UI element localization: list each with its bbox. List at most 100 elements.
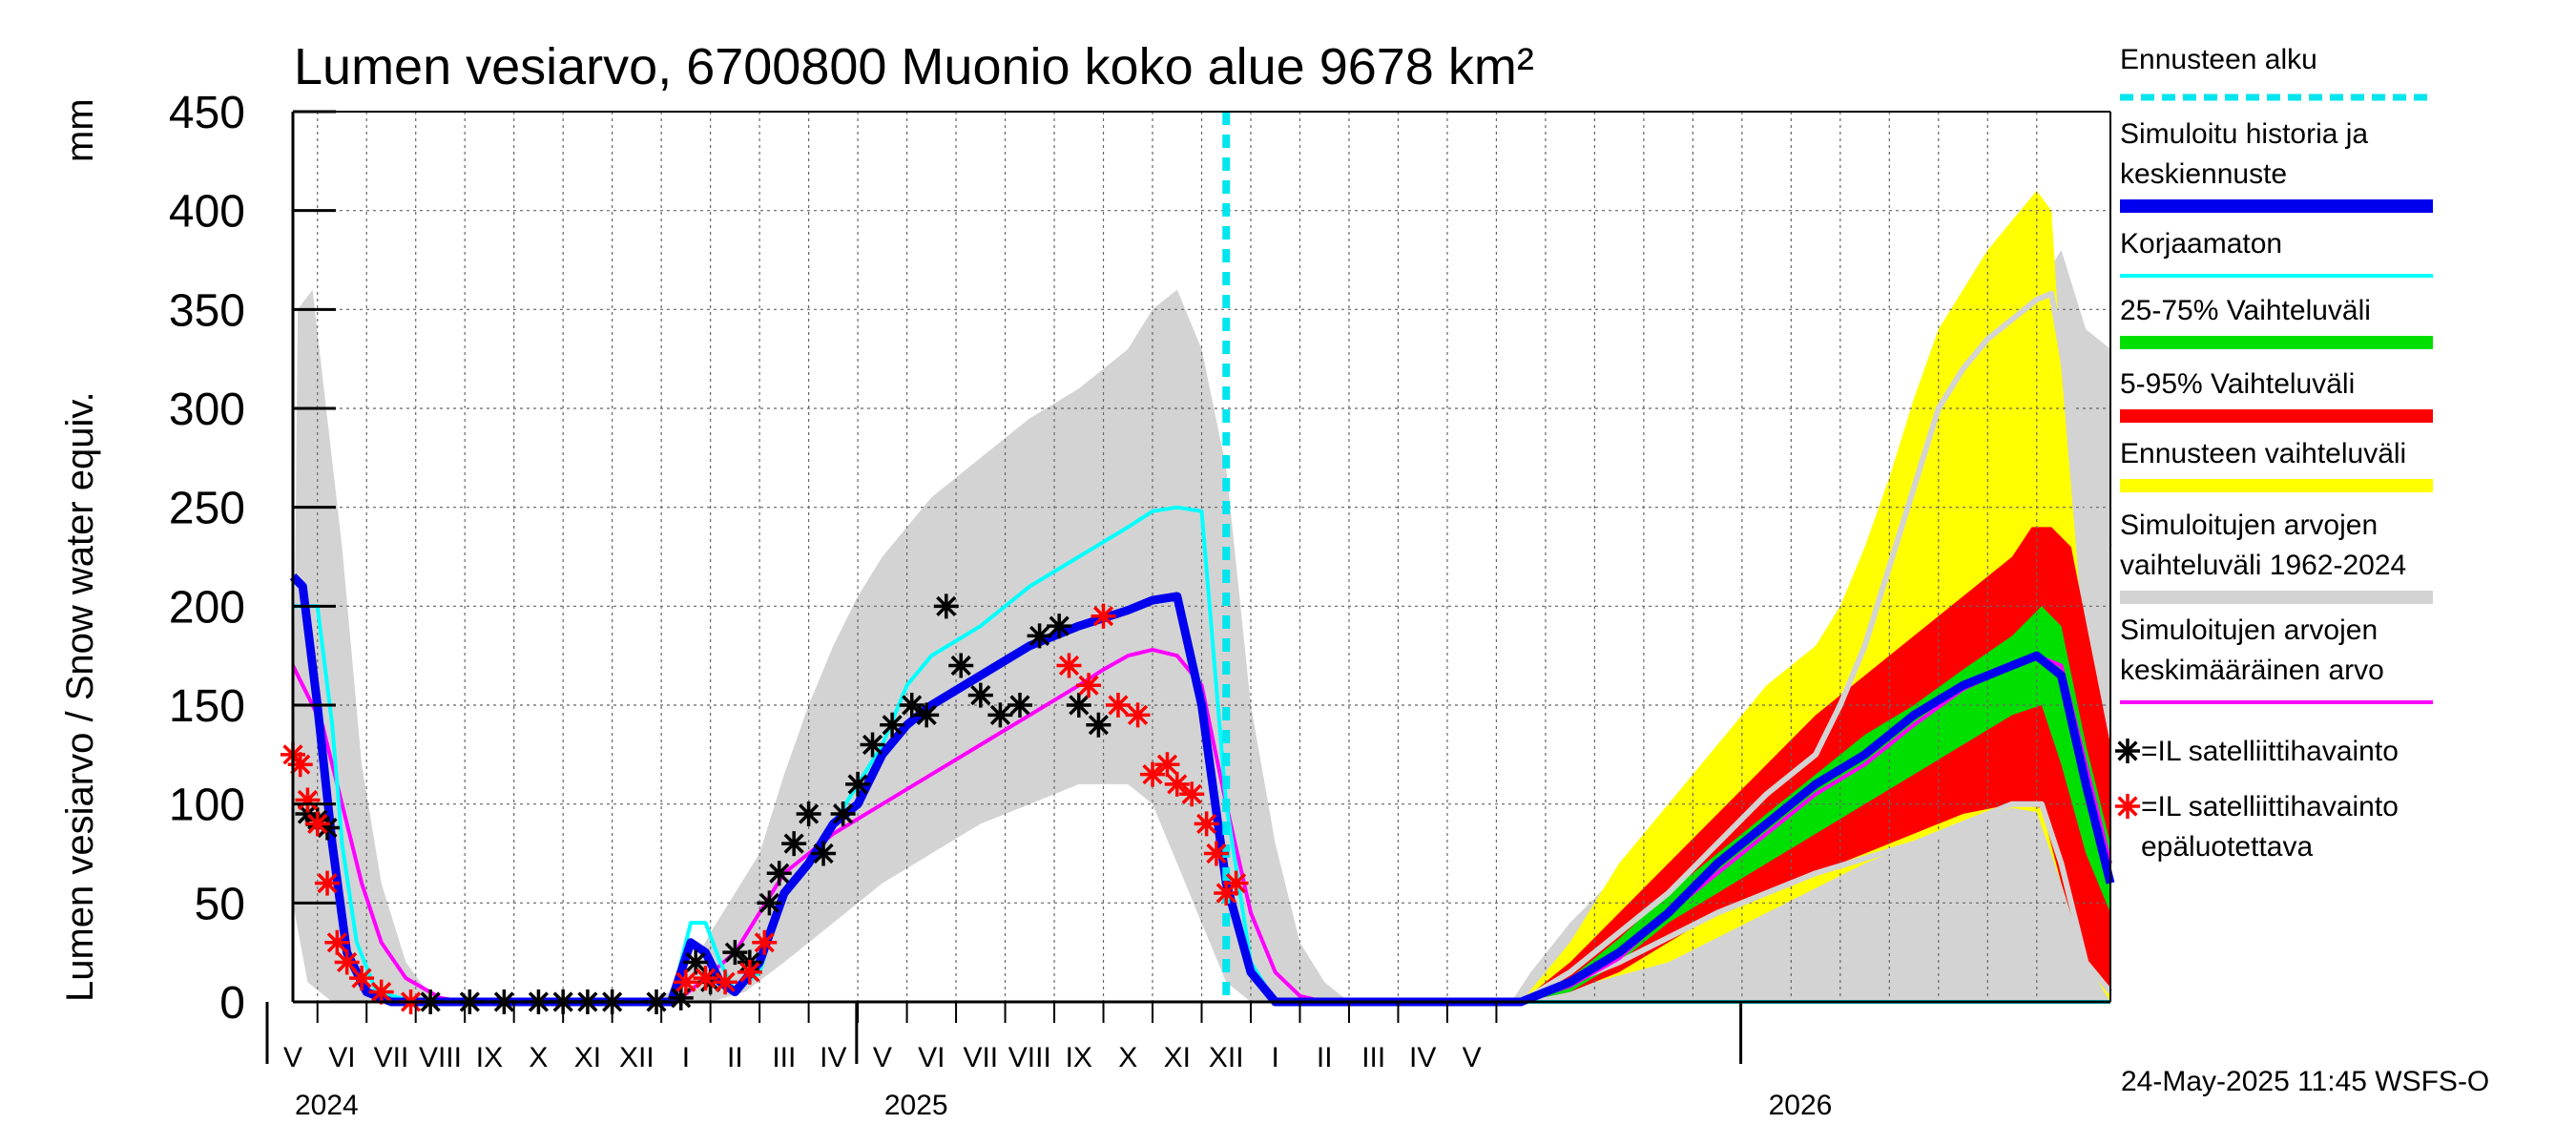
- sat-marker: [1008, 693, 1032, 718]
- month-label: XII: [619, 1042, 654, 1073]
- month-label: XI: [1164, 1042, 1191, 1073]
- sat-marker: [781, 831, 807, 857]
- sat-unreliable-marker: [713, 969, 738, 995]
- sat-unreliable-marker: [334, 949, 360, 975]
- month-label: VII: [963, 1042, 998, 1073]
- legend-label: Simuloitu historia ja: [2120, 118, 2368, 150]
- month-label: IX: [476, 1042, 503, 1073]
- sat-unreliable-marker: [1140, 761, 1166, 787]
- legend: Ennusteen alku Simuloitu historia ja keski…: [2115, 44, 2433, 863]
- y-axis-label: Lumen vesiarvo / Snow water equiv.: [59, 391, 101, 1002]
- sat-unreliable-marker: [368, 979, 394, 1005]
- y-tick-label: 450: [169, 88, 245, 138]
- month-label: VI: [328, 1042, 355, 1073]
- hist-range-upper-edge: [1519, 290, 2113, 1005]
- sat-marker: [757, 890, 782, 916]
- sat-marker: [845, 771, 871, 797]
- sat-marker: [796, 802, 821, 827]
- y-tick-label: 250: [169, 484, 245, 534]
- sat-marker: [987, 702, 1013, 728]
- y-tick-label: 400: [169, 187, 245, 238]
- y-tick-label: 350: [169, 285, 245, 336]
- legend-label: 25-75% Vaihteluväli: [2120, 295, 2371, 326]
- legend-label: =IL satelliittihavainto: [2141, 736, 2399, 767]
- month-label: IV: [1409, 1042, 1436, 1073]
- month-label: III: [1361, 1042, 1385, 1073]
- month-label: VI: [918, 1042, 945, 1073]
- legend-label: keskiennuste: [2120, 158, 2287, 190]
- sat-unreliable-marker: [1076, 673, 1102, 698]
- sat-unreliable-marker: [1194, 811, 1219, 837]
- p5-95-band: [1521, 527, 2110, 1002]
- sat-marker: [967, 682, 993, 708]
- year-label: 2026: [1769, 1090, 1833, 1121]
- sat-unreliable-marker: [324, 929, 350, 955]
- sat-marker: [811, 841, 837, 866]
- sat-unreliable-marker: [693, 966, 718, 991]
- year-label: 2024: [295, 1090, 359, 1121]
- footer-timestamp: 24-May-2025 11:45 WSFS-O: [2121, 1066, 2489, 1097]
- month-label: II: [1317, 1042, 1333, 1073]
- month-label: VIII: [1008, 1042, 1051, 1073]
- month-label: X: [529, 1042, 548, 1073]
- sat-unreliable-marker: [673, 969, 698, 995]
- month-label: XII: [1209, 1042, 1244, 1073]
- hist-range-lower-edge: [1520, 801, 2113, 1005]
- sat-unreliable-marker: [1223, 870, 1249, 896]
- sat-unreliable-marker: [1105, 693, 1131, 718]
- sat-marker: [722, 940, 748, 966]
- y-tick-label: 300: [169, 385, 245, 435]
- sat-marker: [880, 712, 905, 738]
- chart-title: Lumen vesiarvo, 6700800 Muonio koko alue…: [294, 38, 1534, 95]
- sat-unreliable-marker: [1056, 653, 1082, 678]
- month-label: VII: [374, 1042, 409, 1073]
- y-tick-label: 100: [169, 781, 245, 831]
- month-label: I: [682, 1042, 690, 1073]
- legend-label: =IL satelliittihavainto: [2141, 791, 2399, 822]
- month-label: III: [772, 1042, 796, 1073]
- sat-unreliable-marker: [752, 929, 778, 955]
- y-tick-label: 0: [219, 978, 245, 1029]
- sat-unreliable-marker: [1154, 752, 1180, 778]
- month-label: V: [283, 1042, 302, 1073]
- month-label: V: [1463, 1042, 1482, 1073]
- month-label: X: [1118, 1042, 1137, 1073]
- legend-label: epäluotettava: [2141, 831, 2313, 863]
- sat-marker: [683, 949, 709, 975]
- month-label: V: [873, 1042, 892, 1073]
- month-label: I: [1272, 1042, 1279, 1073]
- sat-unreliable-marker: [1164, 771, 1190, 797]
- sat-marker: [899, 693, 924, 718]
- sat-marker: [295, 802, 321, 827]
- sat-unreliable-marker: [1091, 603, 1116, 629]
- month-label: II: [727, 1042, 743, 1073]
- sat-marker: [933, 593, 959, 619]
- sat-marker: [668, 985, 694, 1010]
- y-axis-unit: mm: [59, 98, 101, 162]
- legend-swatch: [2115, 794, 2140, 819]
- sat-marker: [766, 861, 792, 886]
- sat-marker: [1086, 712, 1111, 738]
- sat-unreliable-marker: [349, 966, 375, 991]
- legend-swatch: [2115, 739, 2140, 763]
- y-tick-label: 50: [195, 879, 245, 929]
- sat-unreliable-marker: [1125, 702, 1151, 728]
- legend-label: Simuloitujen arvojen: [2120, 510, 2378, 541]
- month-label: IX: [1066, 1042, 1092, 1073]
- sat-marker: [948, 653, 974, 678]
- sat-unreliable-marker: [304, 811, 330, 837]
- year-label: 2025: [884, 1090, 948, 1121]
- sat-marker: [1027, 623, 1052, 649]
- month-label: VIII: [419, 1042, 462, 1073]
- sat-marker: [1066, 693, 1091, 718]
- legend-label: Simuloitujen arvojen: [2120, 614, 2378, 646]
- plot-area: [280, 112, 2115, 1014]
- y-tick-label: 150: [169, 681, 245, 732]
- month-label: XI: [574, 1042, 601, 1073]
- sat-unreliable-marker: [315, 870, 341, 896]
- sat-unreliable-marker: [1214, 880, 1239, 906]
- sat-unreliable-marker: [287, 752, 313, 778]
- sat-marker: [315, 815, 341, 841]
- sat-marker: [914, 702, 940, 728]
